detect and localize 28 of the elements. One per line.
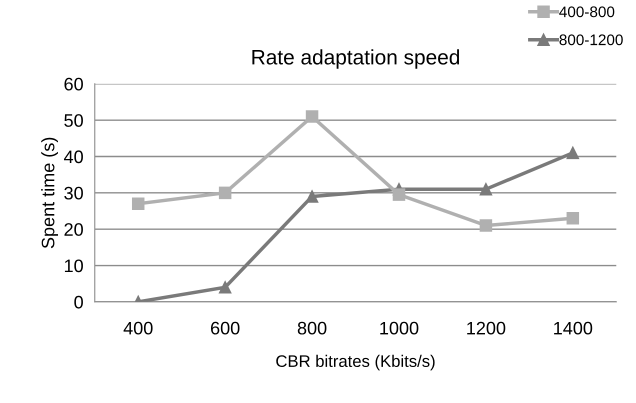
point <box>218 186 232 200</box>
point <box>480 219 492 232</box>
chart-title: Rate adaptation speed <box>252 49 460 69</box>
y-axis-title: Spent time (s) <box>41 138 58 248</box>
point <box>306 190 318 203</box>
point <box>566 212 580 225</box>
y-tick-label: 30 <box>64 186 83 200</box>
x-tick-label: 800 <box>298 322 326 335</box>
point <box>566 146 580 160</box>
point <box>132 197 144 210</box>
y-tick-label: 20 <box>64 223 83 236</box>
x-tick-label: 1400 <box>554 322 592 335</box>
legend-label: 800-1200 <box>560 34 623 46</box>
y-tick-label: 0 <box>74 296 83 309</box>
x-tick-label: 1000 <box>380 322 418 335</box>
point <box>218 281 232 294</box>
y-tick-label: 10 <box>64 259 83 272</box>
point <box>392 188 406 201</box>
point <box>480 182 492 196</box>
x-tick-label: 600 <box>211 322 240 335</box>
x-tick-label: 400 <box>124 322 153 335</box>
y-tick-label: 60 <box>64 78 83 91</box>
x-tick-label: 1200 <box>467 322 506 335</box>
point <box>306 110 318 123</box>
x-axis-title: CBR bitrates (Kbits/s) <box>276 354 435 370</box>
legend-label: 400-800 <box>559 6 614 18</box>
y-tick-label: 40 <box>64 150 83 164</box>
y-tick-label: 50 <box>64 114 83 127</box>
